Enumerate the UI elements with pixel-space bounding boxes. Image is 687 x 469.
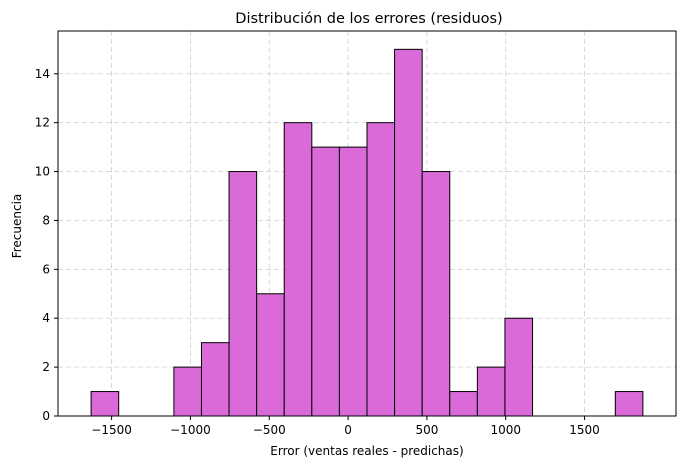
histogram-bar [449, 391, 478, 417]
histogram-bar [421, 171, 451, 417]
x-tick-label: −500 [253, 423, 286, 437]
histogram-bar [476, 366, 506, 417]
x-tick-label: −1000 [170, 423, 211, 437]
y-tick-label: 0 [42, 409, 50, 423]
histogram-bar [173, 366, 202, 417]
y-tick-label: 10 [35, 165, 50, 179]
y-tick-label: 12 [35, 116, 50, 130]
bars [90, 48, 644, 417]
y-tick-label: 8 [42, 213, 50, 227]
histogram-bar [90, 391, 120, 417]
x-axis-ticks: −1500 −1000 −500 0 500 1000 1500 [91, 416, 600, 437]
histogram-bar [311, 146, 340, 417]
histogram-bar [228, 171, 258, 417]
y-tick-label: 6 [42, 262, 50, 276]
x-axis-label: Error (ventas reales - predichas) [270, 444, 463, 458]
histogram-bar [256, 293, 285, 417]
histogram-bar [504, 317, 534, 417]
y-tick-label: 2 [42, 360, 50, 374]
x-tick-label: 1000 [490, 423, 521, 437]
y-tick-label: 14 [35, 67, 50, 81]
histogram-bar [283, 122, 313, 417]
y-tick-label: 4 [42, 311, 50, 325]
histogram-bar [366, 122, 396, 417]
plot-frame [57, 30, 677, 417]
histogram-bar [200, 342, 230, 417]
x-tick-label: 1500 [569, 423, 600, 437]
x-tick-label: 500 [415, 423, 438, 437]
y-axis-ticks: 0 2 4 6 8 10 12 14 [35, 67, 58, 423]
chart-title: Distribución de los errores (residuos) [235, 11, 502, 27]
histogram-bar [394, 48, 423, 417]
x-tick-label: 0 [344, 423, 352, 437]
histogram-bar [338, 146, 368, 417]
y-axis-label: Frecuencia [10, 194, 24, 259]
x-tick-label: −1500 [91, 423, 132, 437]
histogram-bar [614, 391, 644, 417]
